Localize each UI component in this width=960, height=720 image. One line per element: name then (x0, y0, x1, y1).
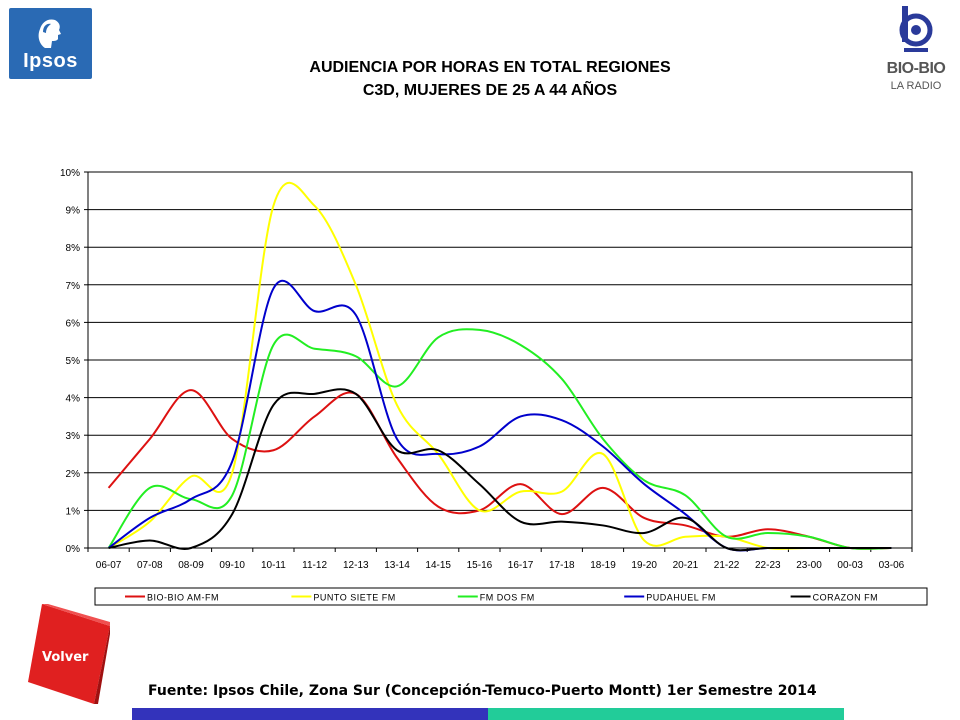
y-tick-label: 1% (66, 506, 81, 517)
biobio-mark-icon (899, 6, 933, 52)
volver-button[interactable]: Volver (28, 604, 110, 704)
y-tick-label: 3% (66, 431, 81, 442)
volver-label: Volver (42, 650, 89, 665)
y-tick-label: 4% (66, 394, 81, 405)
x-tick-label: 14-15 (425, 560, 451, 571)
x-tick-label: 11-12 (302, 560, 327, 571)
legend-label: PUDAHUEL FM (646, 593, 716, 603)
audience-line-chart: 0% 1% 2% 3% 4% 5% 6% 7% 8% 9% 10% 06-07 07-08 08-09 09… (60, 168, 928, 606)
chart-title-line2: C3D, MUJERES DE 25 A 44 AÑOS (362, 82, 618, 99)
source-note: Fuente: Ipsos Chile, Zona Sur (Concepció… (148, 683, 817, 699)
y-tick-label: 6% (66, 318, 81, 329)
x-tick-label: 03-06 (879, 560, 905, 571)
series-line-punto-siete-fm (108, 181, 892, 550)
footer-bar-blue (132, 708, 488, 720)
x-tick-label: 16-17 (508, 560, 534, 571)
series-line-fm-dos-fm (107, 328, 892, 550)
ipsos-logo: Ipsos (9, 8, 92, 79)
y-tick-label: 7% (66, 281, 81, 292)
y-tick-label: 8% (66, 243, 81, 254)
x-tick-label: 19-20 (631, 560, 657, 571)
y-tick-label: 10% (60, 168, 80, 179)
legend-label: BIO-BIO AM-FM (147, 593, 219, 603)
legend-label: FM DOS FM (480, 593, 535, 603)
x-tick-label: 06-07 (96, 560, 122, 571)
ipsos-logo-text: Ipsos (23, 50, 78, 72)
x-tick-label: 12-13 (343, 560, 369, 571)
x-tick-label: 23-00 (796, 560, 822, 571)
x-tick-label: 08-09 (178, 560, 204, 571)
y-tick-label: 2% (66, 469, 81, 480)
legend-label: CORAZON FM (813, 593, 879, 603)
x-tick-label: 21-22 (714, 560, 740, 571)
x-tick-label: 09-10 (219, 560, 245, 571)
ipsos-head-icon (38, 19, 61, 48)
x-tick-label: 13-14 (384, 560, 410, 571)
series-line-bio-bio-am-fm (107, 389, 892, 550)
y-tick-label: 9% (66, 206, 81, 217)
biobio-logo-sub: LA RADIO (890, 80, 942, 92)
x-tick-label: 22-23 (755, 560, 781, 571)
x-tick-label: 10-11 (261, 560, 286, 571)
x-tick-label: 00-03 (837, 560, 863, 571)
y-tick-label: 0% (66, 544, 81, 555)
x-tick-label: 15-16 (467, 560, 493, 571)
x-tick-label: 20-21 (673, 560, 699, 571)
biobio-logo-name: BIO-BIO (886, 60, 946, 77)
x-tick-label: 17-18 (549, 560, 575, 571)
chart-title-line1: AUDIENCIA POR HORAS EN TOTAL REGIONES (309, 59, 671, 76)
series-line-corazon-fm (108, 388, 892, 552)
y-tick-label: 5% (66, 356, 81, 367)
footer-bar-green (488, 708, 844, 720)
legend-label: PUNTO SIETE FM (313, 593, 395, 603)
volver-cube-icon (28, 604, 110, 704)
x-tick-label: 07-08 (137, 560, 163, 571)
legend-box (94, 587, 928, 606)
x-tick-label: 18-19 (590, 560, 616, 571)
biobio-logo: BIO-BIO LA RADIO (880, 4, 952, 104)
